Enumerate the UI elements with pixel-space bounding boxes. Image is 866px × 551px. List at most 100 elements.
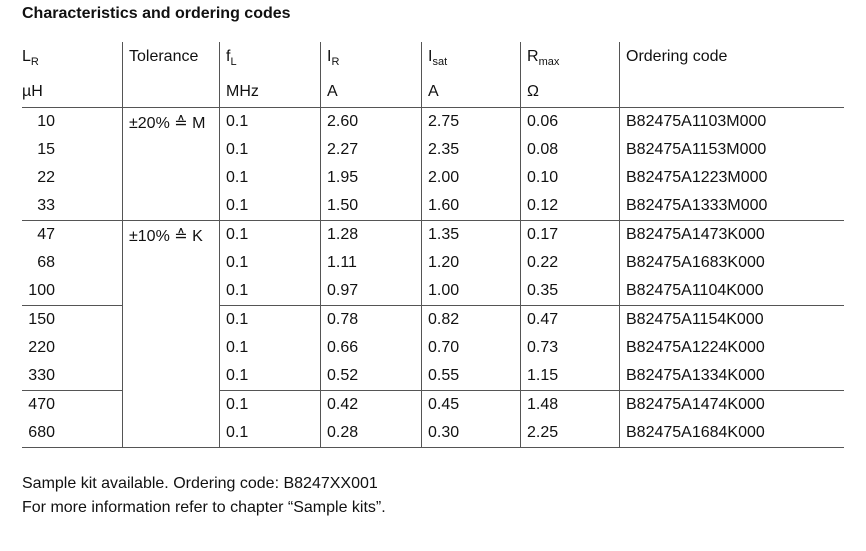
cell: 15 (37, 141, 55, 158)
header-label: R (527, 48, 539, 65)
cell: B82475A1683K000 (619, 249, 844, 277)
data-row: 220 0.1 0.66 0.70 0.73 B82475A1224K000 (22, 334, 844, 362)
header-subscript: sat (432, 56, 448, 68)
notes: Sample kit available. Ordering code: B82… (22, 472, 386, 520)
data-row: 22 0.1 1.95 2.00 0.10 B82475A1223M000 (22, 164, 844, 192)
cell: 0.1 (219, 164, 321, 192)
data-row: 680 0.1 0.28 0.30 2.25 B82475A1684K000 (22, 419, 844, 448)
header-unit: A (428, 83, 439, 100)
header-unit: A (327, 83, 338, 100)
cell: B82475A1684K000 (619, 419, 844, 448)
cell: 1.15 (520, 362, 620, 391)
cell: B82475A1473K000 (619, 220, 844, 249)
cell: 0.66 (320, 334, 422, 362)
cell: 0.06 (520, 107, 620, 136)
header-unit: MHz (226, 83, 259, 100)
cell: 0.35 (520, 277, 620, 306)
data-row: 47 ±10% ≙ K 0.1 1.28 1.35 0.17 B82475A1473K000 (22, 220, 844, 448)
cell: 1.28 (320, 220, 422, 249)
cell: B82475A1474K000 (619, 390, 844, 419)
cell: 0.52 (320, 362, 422, 391)
header-label: I (428, 48, 433, 65)
note-line: Sample kit available. Ordering code: B82… (22, 475, 378, 492)
cell: 0.30 (421, 419, 521, 448)
cell: 68 (37, 254, 55, 271)
cell: 22 (37, 169, 55, 186)
header-cell: LR µH (22, 42, 123, 108)
cell: B82475A1224K000 (619, 334, 844, 362)
cell: 0.78 (320, 305, 422, 334)
cell: B82475A1153M000 (619, 136, 844, 164)
cell: 220 (28, 339, 55, 356)
cell: 150 (22, 305, 123, 334)
cell: 1.35 (421, 220, 521, 249)
cell: 47 (22, 220, 123, 249)
cell: 0.28 (320, 419, 422, 448)
header-cell: Isat A (421, 42, 521, 108)
cell: 0.17 (520, 220, 620, 249)
cell: 1.95 (320, 164, 422, 192)
cell: B82475A1154K000 (619, 305, 844, 334)
cell: 0.1 (219, 220, 321, 249)
cell: 0.1 (219, 419, 321, 448)
cell: 0.1 (219, 277, 321, 306)
cell: 0.1 (219, 334, 321, 362)
cell: 0.22 (520, 249, 620, 277)
cell: 0.1 (219, 305, 321, 334)
note-line: For more information refer to chapter “S… (22, 499, 386, 516)
cell: B82475A1333M000 (619, 192, 844, 221)
header-subscript: R (30, 56, 39, 68)
cell: 0.82 (421, 305, 521, 334)
data-row: 100 0.1 0.97 1.00 0.35 B82475A1104K000 (22, 277, 844, 306)
cell: 0.08 (520, 136, 620, 164)
header-row: LR µH Tolerance fL MHz IR A Isat A Rmax Ω Ordering … (22, 42, 844, 108)
header-cell: Ordering code (619, 42, 844, 108)
cell: 2.25 (520, 419, 620, 448)
cell: 100 (28, 282, 55, 299)
header-subscript: L (230, 56, 237, 68)
cell: B82475A1223M000 (619, 164, 844, 192)
header-cell: Tolerance (122, 42, 220, 108)
cell: 0.55 (421, 362, 521, 391)
cell: 0.1 (219, 192, 321, 221)
cell: 1.11 (320, 249, 422, 277)
header-label: f (226, 48, 231, 65)
header-cell: Rmax Ω (520, 42, 620, 108)
data-row: 10 ±20% ≙ M 0.1 2.60 2.75 0.06 B82475A1103M000 (22, 107, 844, 221)
data-row: 33 0.1 1.50 1.60 0.12 B82475A1333M000 (22, 192, 844, 221)
cell: 10 (22, 107, 123, 136)
cell: 0.45 (421, 390, 521, 419)
cell: 470 (22, 390, 123, 419)
header-unit: Ω (527, 83, 539, 100)
cell: 330 (28, 367, 55, 384)
cell: 1.00 (421, 277, 521, 306)
header-label: Tolerance (129, 48, 199, 65)
cell: 0.10 (520, 164, 620, 192)
tolerance-cell: ±20% ≙ M (122, 107, 220, 221)
header-label: L (22, 48, 31, 65)
cell: 0.1 (219, 136, 321, 164)
cell: 2.35 (421, 136, 521, 164)
cell: 0.73 (520, 334, 620, 362)
tolerance-cell: ±10% ≙ K (122, 220, 220, 448)
header-cell: IR A (320, 42, 422, 108)
header-unit: µH (22, 83, 43, 100)
data-row: 150 0.1 0.78 0.82 0.47 B82475A1154K000 (22, 305, 844, 334)
cell: 0.1 (219, 107, 321, 136)
cell: 0.12 (520, 192, 620, 221)
cell: 0.1 (219, 362, 321, 391)
cell: B82475A1104K000 (619, 277, 844, 306)
cell: 2.27 (320, 136, 422, 164)
data-row: 15 0.1 2.27 2.35 0.08 B82475A1153M000 (22, 136, 844, 164)
cell: 0.42 (320, 390, 422, 419)
cell: 2.60 (320, 107, 422, 136)
cell: 33 (37, 197, 55, 214)
cell: B82475A1103M000 (619, 107, 844, 136)
header-label: I (327, 48, 332, 65)
cell: 1.20 (421, 249, 521, 277)
cell: 2.75 (421, 107, 521, 136)
spec-table: LR µH Tolerance fL MHz IR A Isat A Rmax Ω Ordering … (22, 42, 844, 448)
cell: 1.48 (520, 390, 620, 419)
cell: B82475A1334K000 (619, 362, 844, 391)
